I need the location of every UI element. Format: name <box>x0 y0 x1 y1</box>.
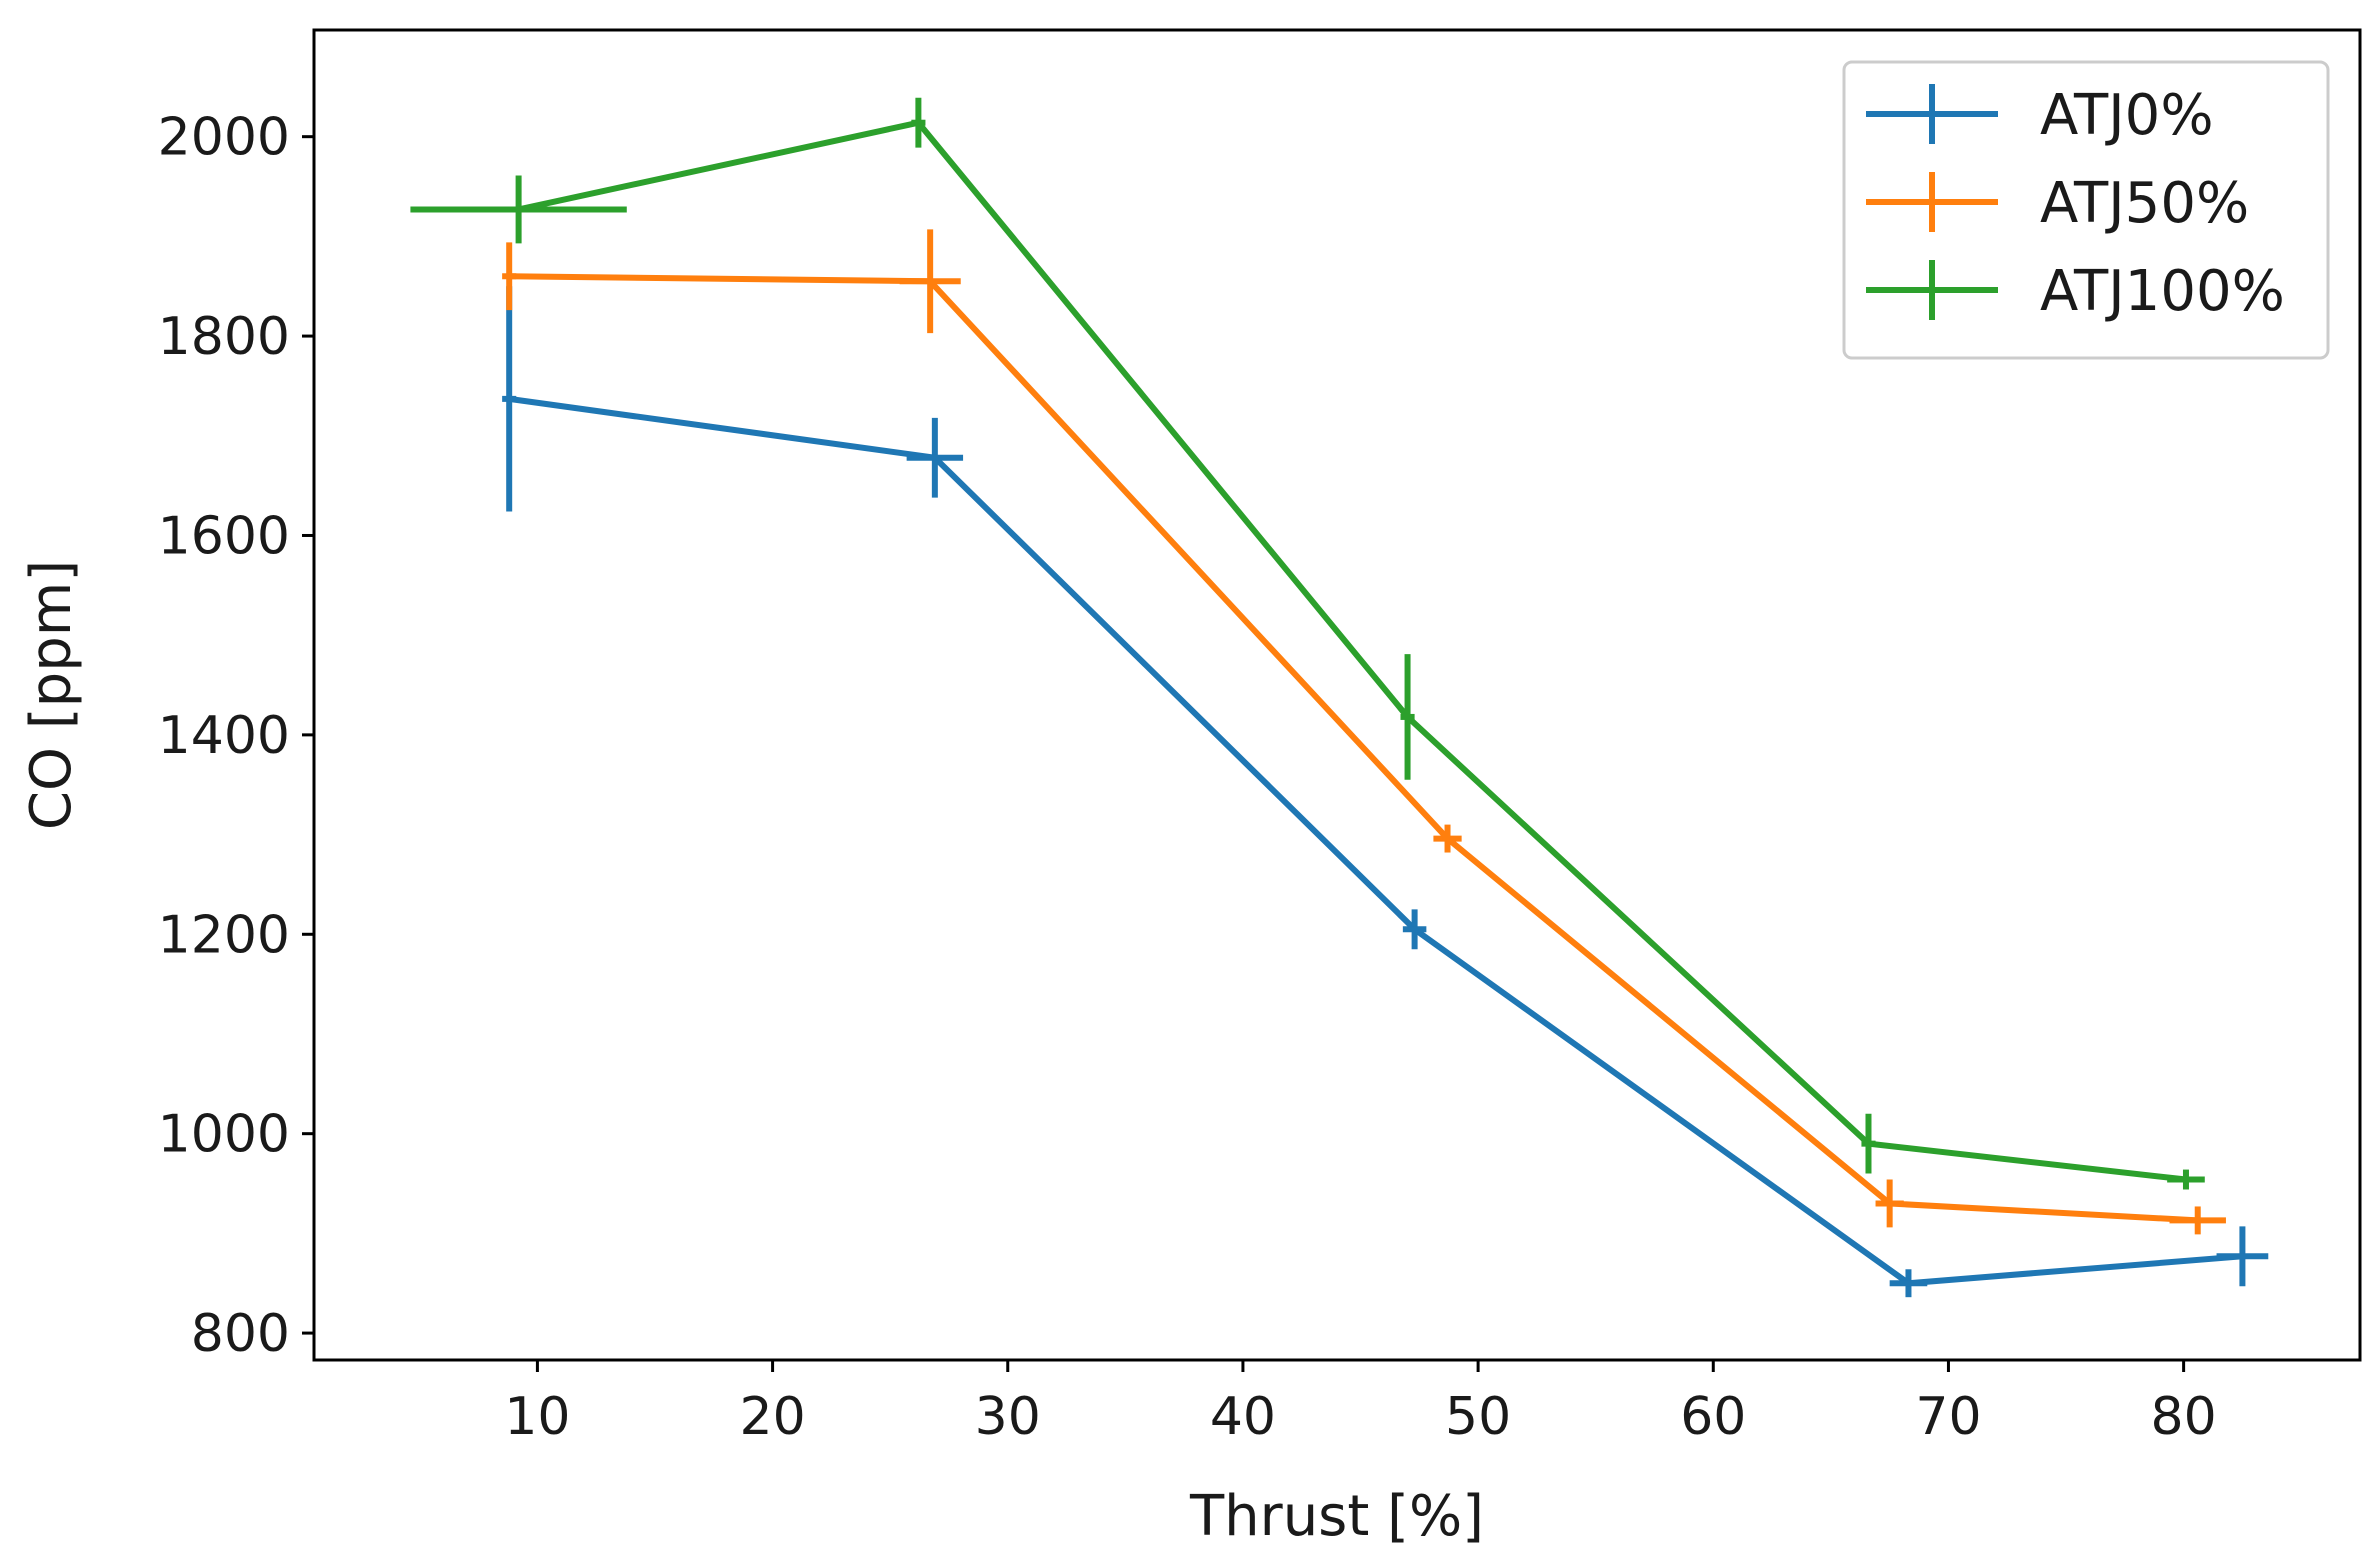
chart-marks <box>410 97 2269 1298</box>
legend-label: ATJ50% <box>2040 171 2249 236</box>
y-tick-label: 1400 <box>158 706 290 766</box>
legend: ATJ0% ATJ50% ATJ100% <box>1842 60 2330 360</box>
x-tick-label: 80 <box>2151 1387 2217 1447</box>
x-axis-label: Thrust [%] <box>1189 1484 1484 1549</box>
legend-label: ATJ100% <box>2040 259 2285 324</box>
x-tick-label: 50 <box>1445 1387 1511 1447</box>
y-tick-label: 1800 <box>158 307 290 367</box>
x-tick-label: 70 <box>1915 1387 1981 1447</box>
series-ATJ0% <box>502 286 2269 1298</box>
series-ATJ100% <box>410 97 2205 1190</box>
y-tick-label: 2000 <box>158 108 290 168</box>
x-tick-label: 60 <box>1680 1387 1746 1447</box>
x-tick-label: 30 <box>975 1387 1041 1447</box>
series-line <box>508 395 2243 1287</box>
y-tick-label: 800 <box>191 1304 290 1364</box>
x-tick-label: 20 <box>740 1387 806 1447</box>
plot-frame <box>312 28 2362 1362</box>
y-tick-label: 1200 <box>158 905 290 965</box>
x-tick-label: 10 <box>504 1387 570 1447</box>
x-tick-label: 40 <box>1210 1387 1276 1447</box>
y-tick-label: 1600 <box>158 506 290 566</box>
series-line <box>509 273 2198 1224</box>
y-tick-label: 1000 <box>158 1105 290 1165</box>
legend-label: ATJ0% <box>2040 83 2214 148</box>
legend-box <box>1842 60 2330 360</box>
axis-ticks: 10 20 30 40 50 60 70 80 800 1000 1200 1400 1600 1800 2… <box>158 108 2217 1447</box>
y-axis-label: CO [ppm] <box>19 560 84 830</box>
series-ATJ50% <box>502 229 2226 1235</box>
